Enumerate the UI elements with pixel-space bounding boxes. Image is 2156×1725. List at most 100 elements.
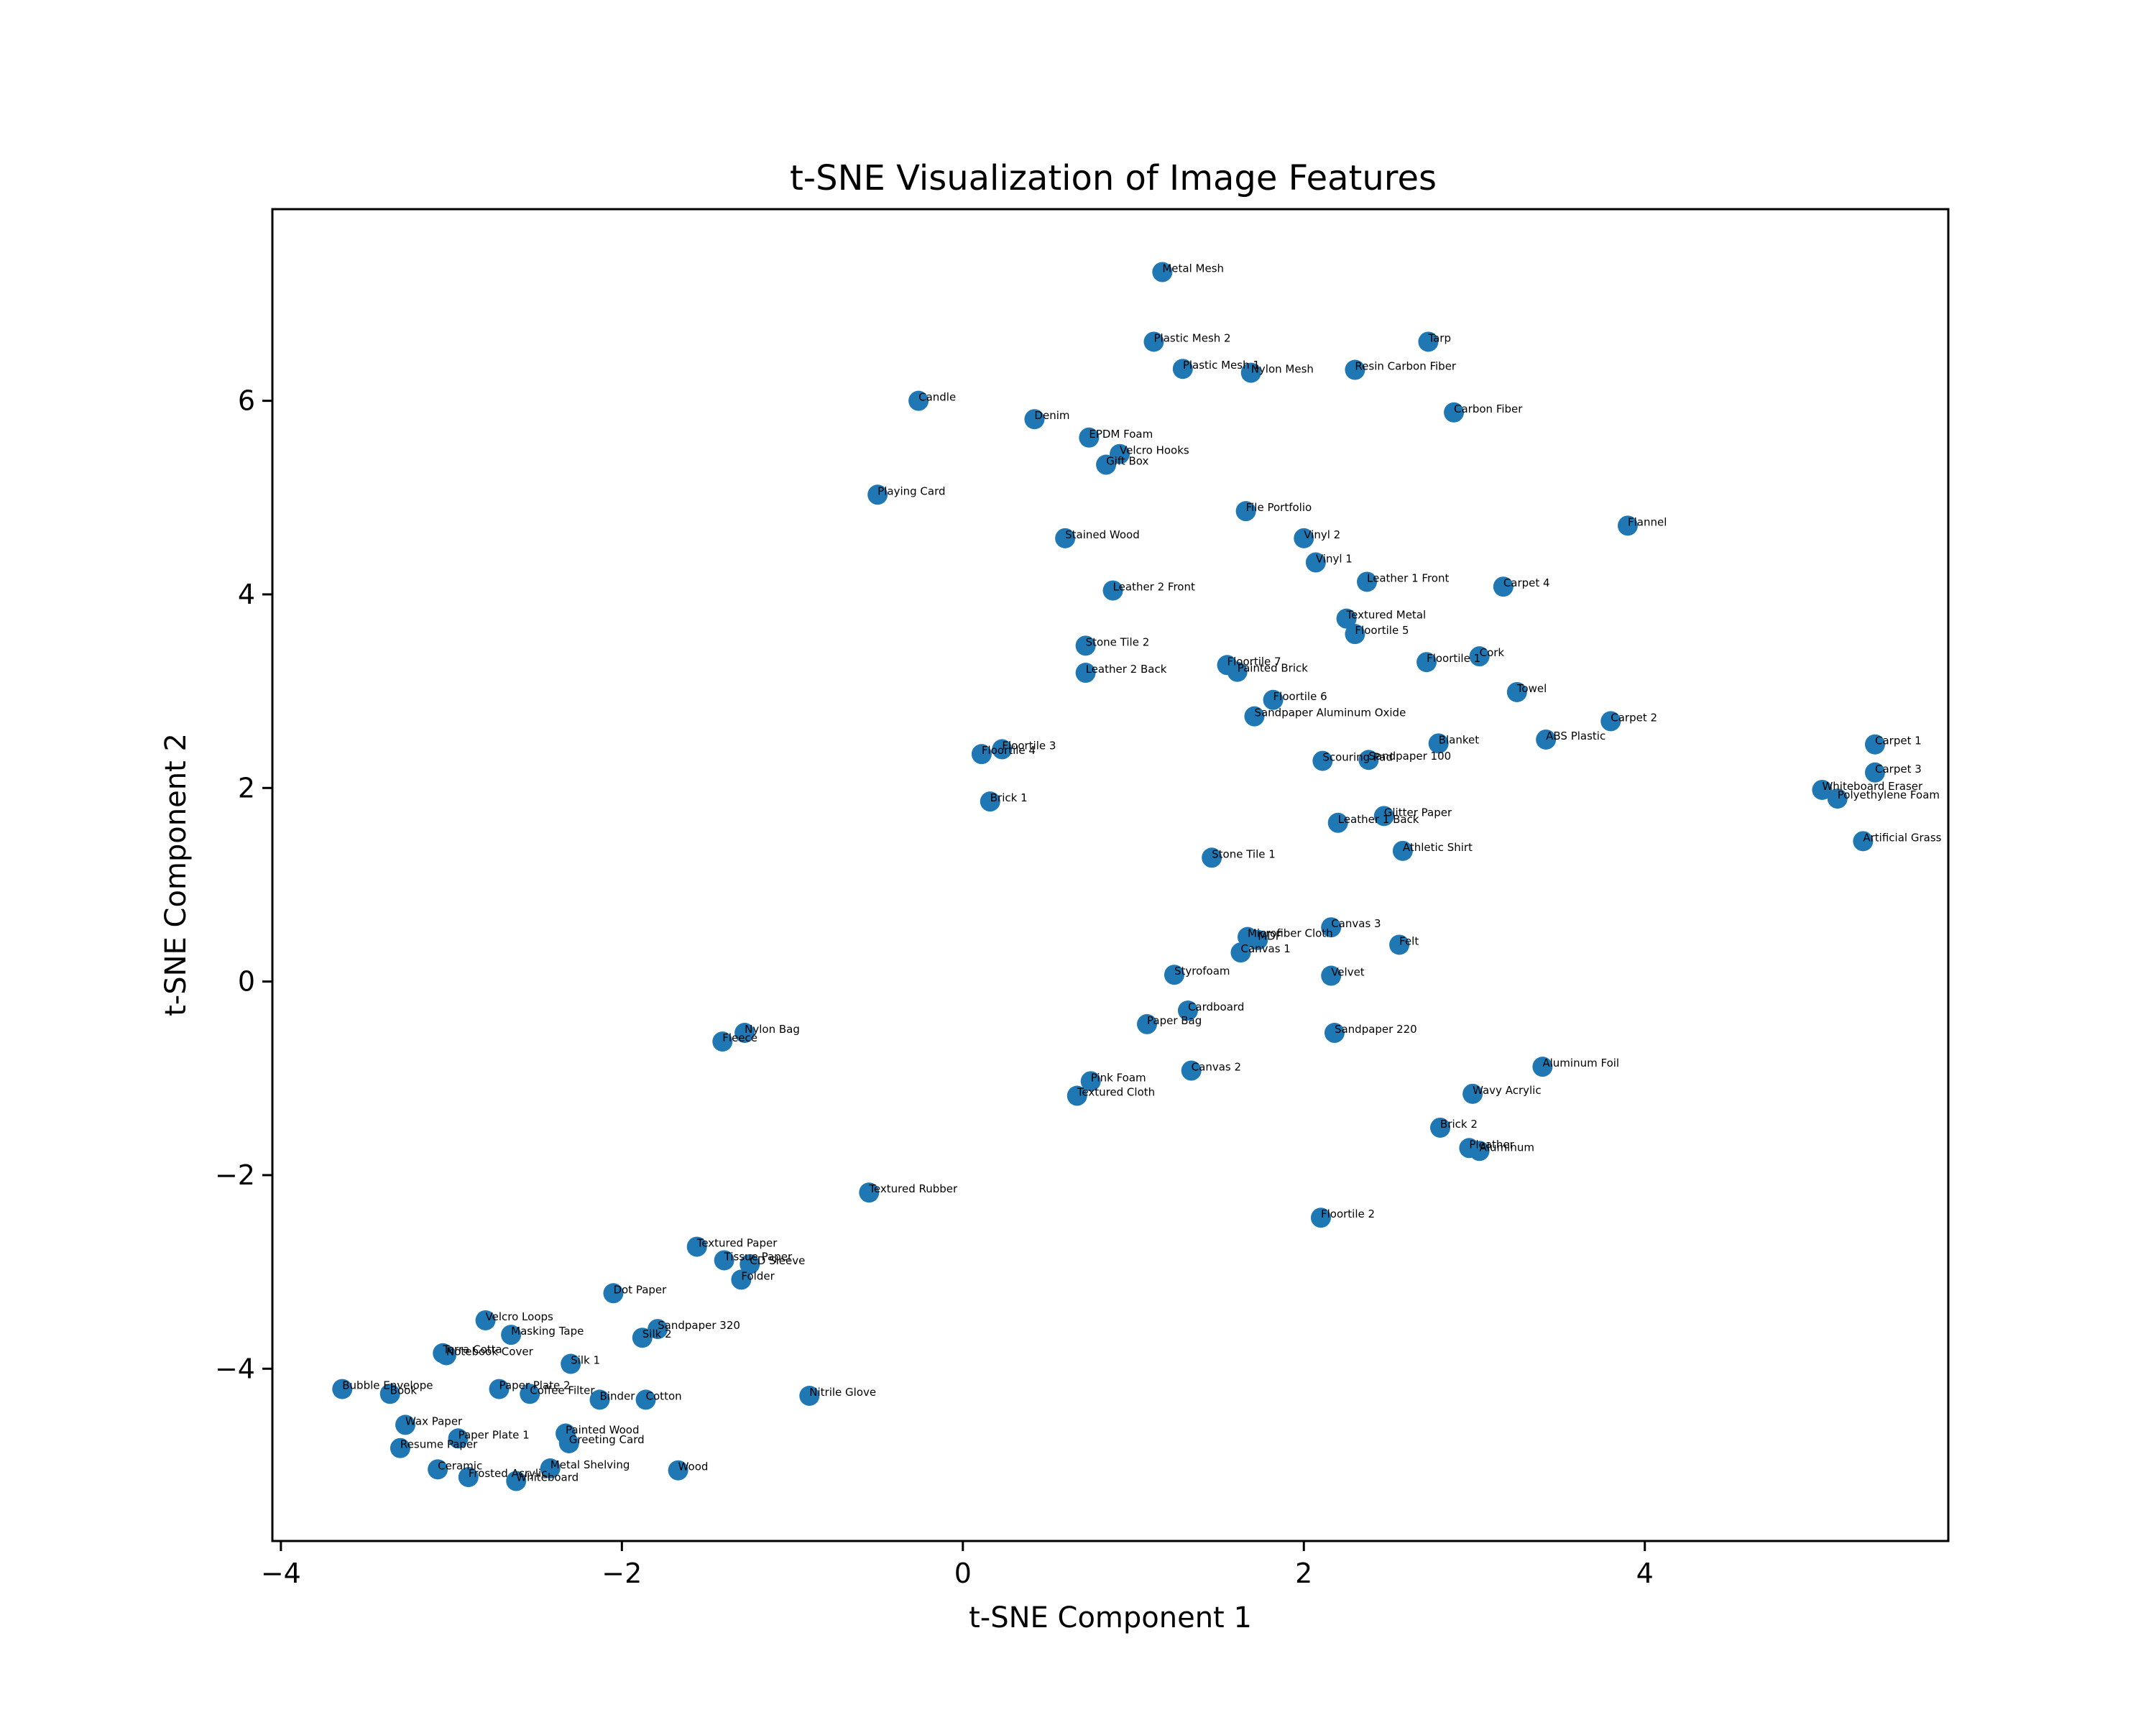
scatter-point [501,1325,522,1346]
point-label: Floortile 2 [1321,1208,1375,1220]
point-label: Frosted Acrylic [469,1467,548,1480]
point-label: Carpet 1 [1875,735,1922,748]
scatter-point [561,1353,581,1374]
scatter-point [489,1379,510,1399]
point-label: Leather 2 Back [1086,663,1167,676]
point-label: Polyethylene Foam [1838,788,1940,801]
point-label: Masking Tape [511,1325,584,1338]
scatter-point [731,1269,752,1290]
y-axis-label: t-SNE Component 2 [160,733,193,1016]
point-label: ABS Plastic [1546,730,1606,742]
scatter-point [1227,661,1248,682]
scatter-point [1096,454,1117,475]
scatter-point [867,484,888,505]
scatter-point [379,1384,400,1404]
point-label: Candle [918,391,956,404]
point-label: Brick 2 [1440,1118,1478,1131]
x-tick-label: 0 [954,1558,972,1589]
point-label: Book [390,1384,418,1397]
point-label: Sandpaper 220 [1335,1023,1417,1036]
point-label: Carpet 4 [1503,576,1550,589]
scatter-point [1853,831,1874,852]
point-label: Metal Shelving [550,1458,630,1471]
scatter-point [1444,402,1465,423]
point-label: Canvas 1 [1240,942,1290,955]
scatter-point [1244,706,1265,727]
point-label: File Portfolio [1246,501,1312,514]
scatter-point [1864,762,1885,783]
point-label: Velvet [1331,966,1365,979]
point-label: Styrofoam [1174,965,1230,978]
scatter-point [1075,635,1096,656]
scatter-point [1536,729,1557,750]
scatter-point [799,1386,820,1407]
scatter-point [458,1467,479,1488]
point-label: Metal Mesh [1162,262,1224,275]
x-tick-label: 2 [1295,1558,1312,1589]
point-label: Aluminum [1480,1141,1534,1154]
scatter-point [668,1460,688,1481]
scatter-point [1493,576,1514,597]
scatter-point [1827,788,1848,809]
scatter-point [1075,663,1096,684]
point-label: Vinyl 2 [1304,528,1340,541]
scatter-point [1079,427,1100,448]
chart-title: t-SNE Visualization of Image Features [790,158,1437,198]
point-label: Plastic Mesh 1 [1183,359,1260,372]
scatter-point [635,1389,656,1410]
point-label: Binder [599,1389,635,1402]
scatter-point [1336,608,1357,629]
scatter-point [1294,528,1314,548]
point-label: Pink Foam [1091,1071,1146,1084]
point-label: Dot Paper [613,1283,667,1296]
point-label: CD Sleeve [750,1254,805,1267]
point-label: Gift Box [1106,455,1148,468]
scatter-point [332,1379,353,1399]
point-label: Painted Wood [566,1424,639,1437]
point-label: Vinyl 1 [1316,553,1353,566]
scatter-point [436,1345,456,1366]
scatter-point [1024,409,1045,430]
point-label: Floortile 5 [1355,624,1409,637]
scatter-point [1469,1141,1490,1162]
point-label: Aluminum Foil [1542,1057,1619,1070]
point-label: EPDM Foam [1089,428,1153,441]
scatter-point [1345,359,1365,380]
x-tick-label: −2 [602,1558,642,1589]
scatter-point [1143,331,1164,352]
point-label: Scouring Pad [1322,751,1393,764]
point-label: Athletic Shirt [1403,841,1473,854]
point-label: Leather 1 Front [1367,571,1449,584]
scatter-point [1055,528,1076,548]
point-label: Textured Paper [696,1237,778,1250]
scatter-point [1312,750,1333,771]
scatter-point [648,1319,668,1340]
scatter-point [734,1023,755,1044]
point-label: Fleece [722,1031,757,1044]
scatter-point [1177,1000,1198,1021]
x-tick-label: 4 [1636,1558,1654,1589]
point-label: Stone Tile 1 [1212,847,1276,860]
point-label: Resume Paper [400,1438,478,1451]
point-label: Cotton [646,1389,682,1402]
point-label: Sandpaper 320 [658,1319,740,1332]
point-label: Velcro Hooks [1120,444,1189,457]
y-tick-label: 4 [238,579,255,610]
scatter-point [1864,734,1885,755]
scatter-point [992,739,1013,760]
point-label: Floortile 1 [1427,652,1480,665]
scatter-point [428,1459,448,1480]
point-label: Plastic Mesh 2 [1153,331,1230,344]
scatter-point [1327,812,1348,833]
axes-layer: −4 −2 0 2 4 −4 −2 0 2 4 6 [215,385,1654,1589]
point-label: Floortile 7 [1227,655,1281,668]
scatter-point [980,791,1000,812]
scatter-point [395,1414,416,1435]
scatter-point [475,1310,496,1330]
point-label: Paper Bag [1147,1014,1202,1027]
point-label: Brick 1 [990,791,1028,804]
x-tick-label: −4 [261,1558,301,1589]
scatter-point [1067,1085,1087,1106]
